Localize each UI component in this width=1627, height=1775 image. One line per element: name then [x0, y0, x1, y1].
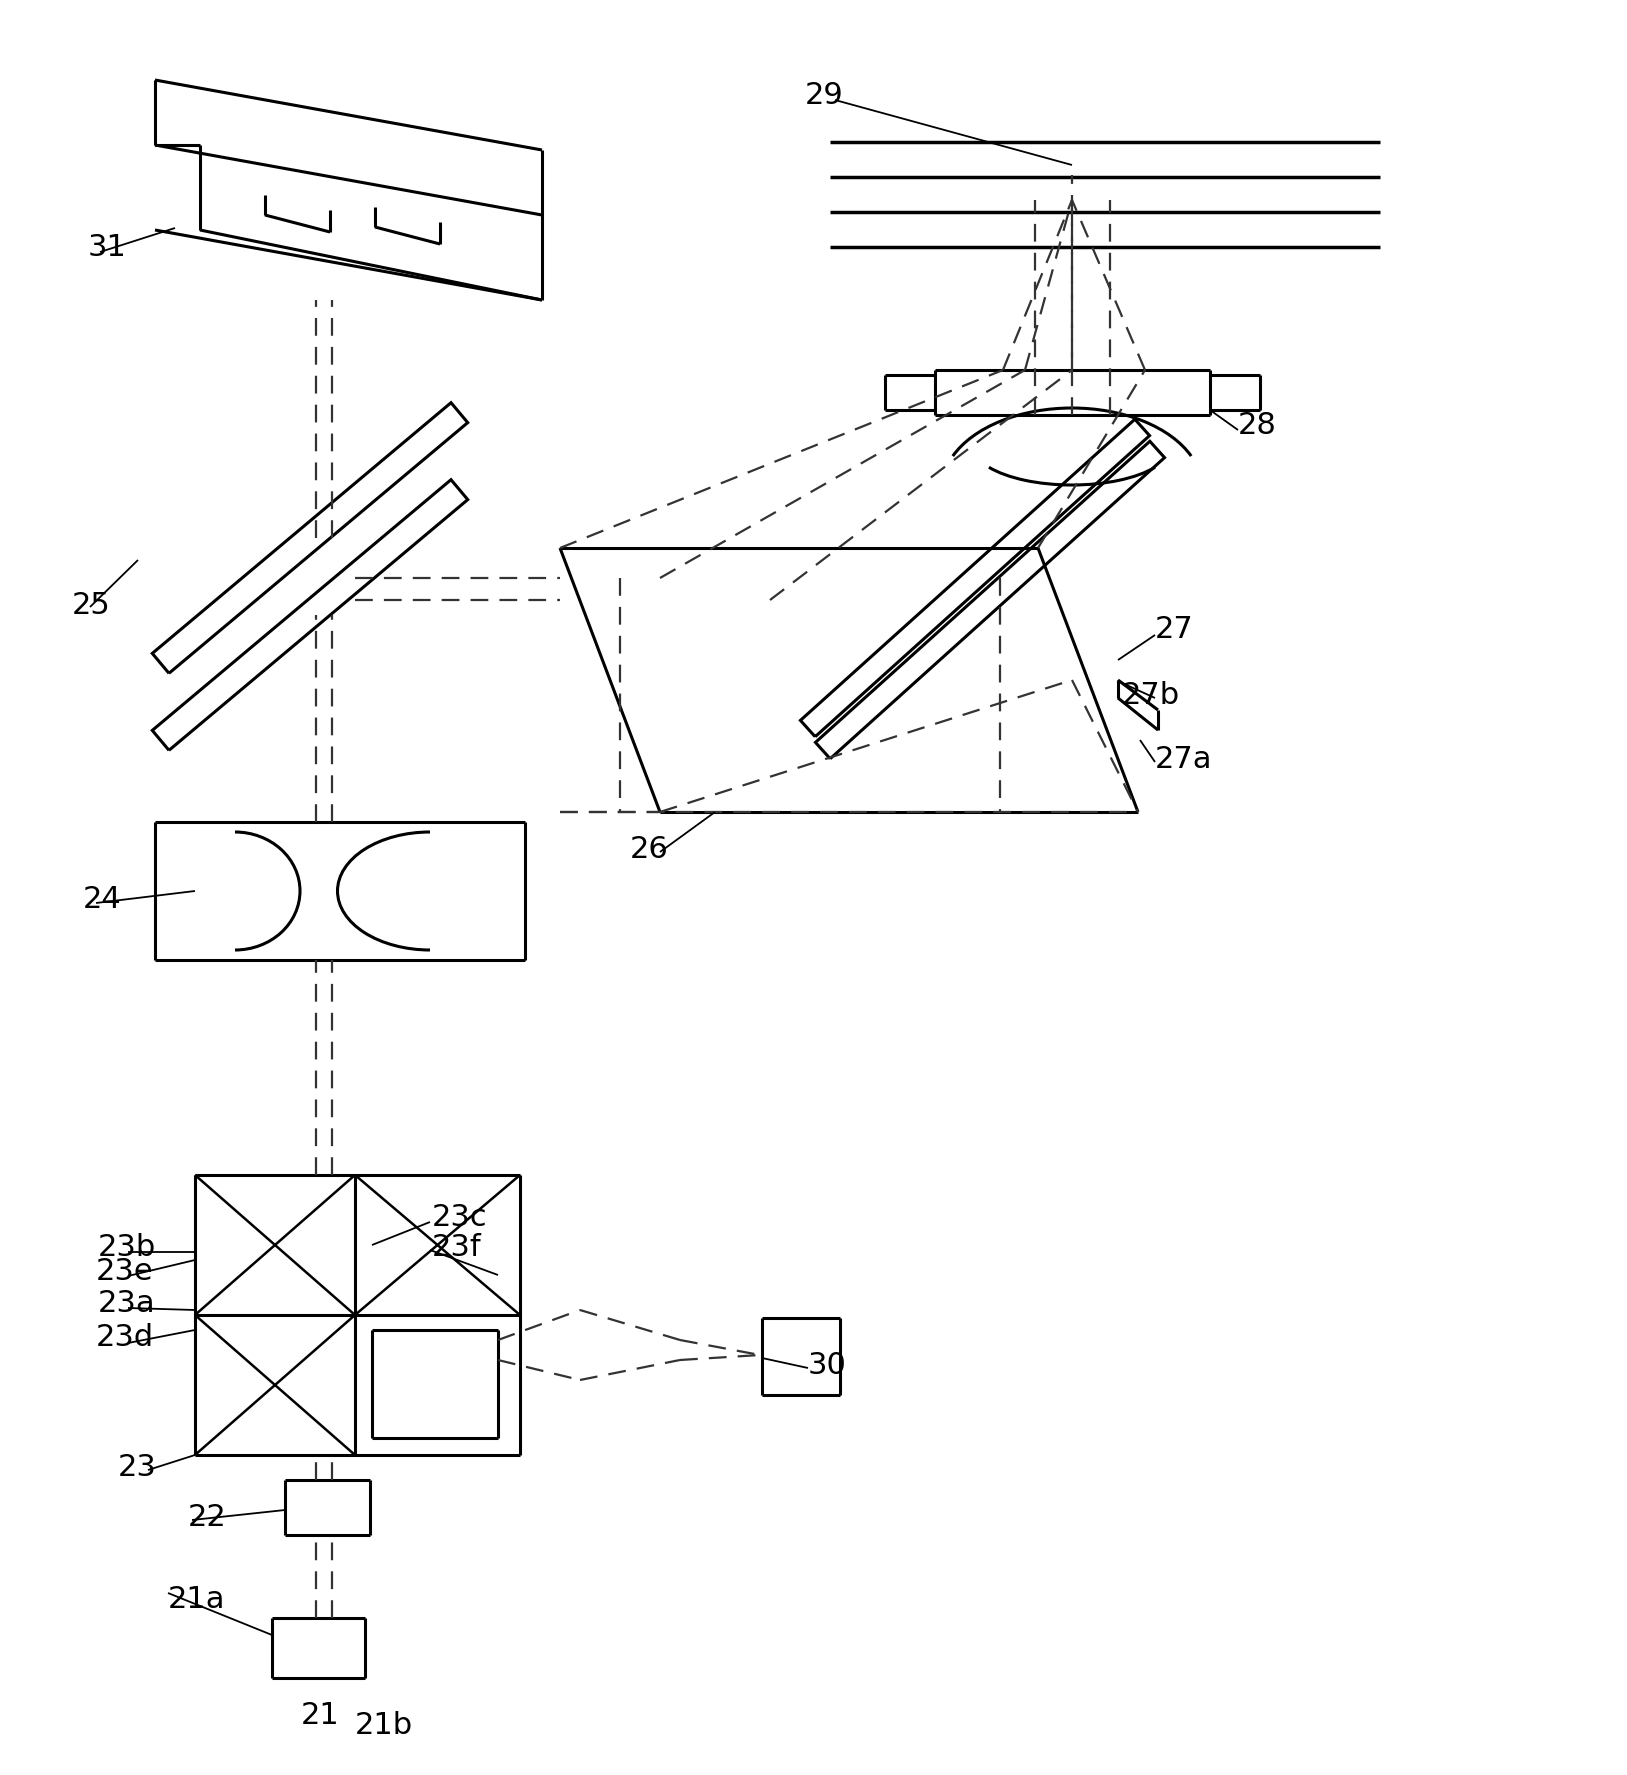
Text: 23a: 23a [98, 1289, 156, 1317]
Text: 28: 28 [1238, 410, 1277, 440]
Text: 25: 25 [72, 591, 111, 619]
Text: 23d: 23d [96, 1324, 155, 1353]
Text: 29: 29 [805, 80, 844, 110]
Text: 21b: 21b [355, 1711, 413, 1740]
Text: 21: 21 [301, 1700, 340, 1729]
Text: 27a: 27a [1155, 746, 1212, 774]
Text: 23e: 23e [96, 1257, 153, 1287]
Text: 23b: 23b [98, 1234, 156, 1262]
Text: 27: 27 [1155, 616, 1194, 644]
Text: 27b: 27b [1123, 680, 1180, 710]
Text: 23: 23 [119, 1454, 156, 1482]
Text: 31: 31 [88, 234, 127, 263]
Text: 26: 26 [630, 836, 669, 864]
Text: 24: 24 [83, 886, 122, 914]
Text: 21a: 21a [168, 1585, 226, 1615]
Text: 30: 30 [809, 1351, 848, 1379]
Text: 23f: 23f [433, 1234, 482, 1262]
Text: 23c: 23c [433, 1203, 488, 1232]
Text: 22: 22 [189, 1503, 226, 1532]
